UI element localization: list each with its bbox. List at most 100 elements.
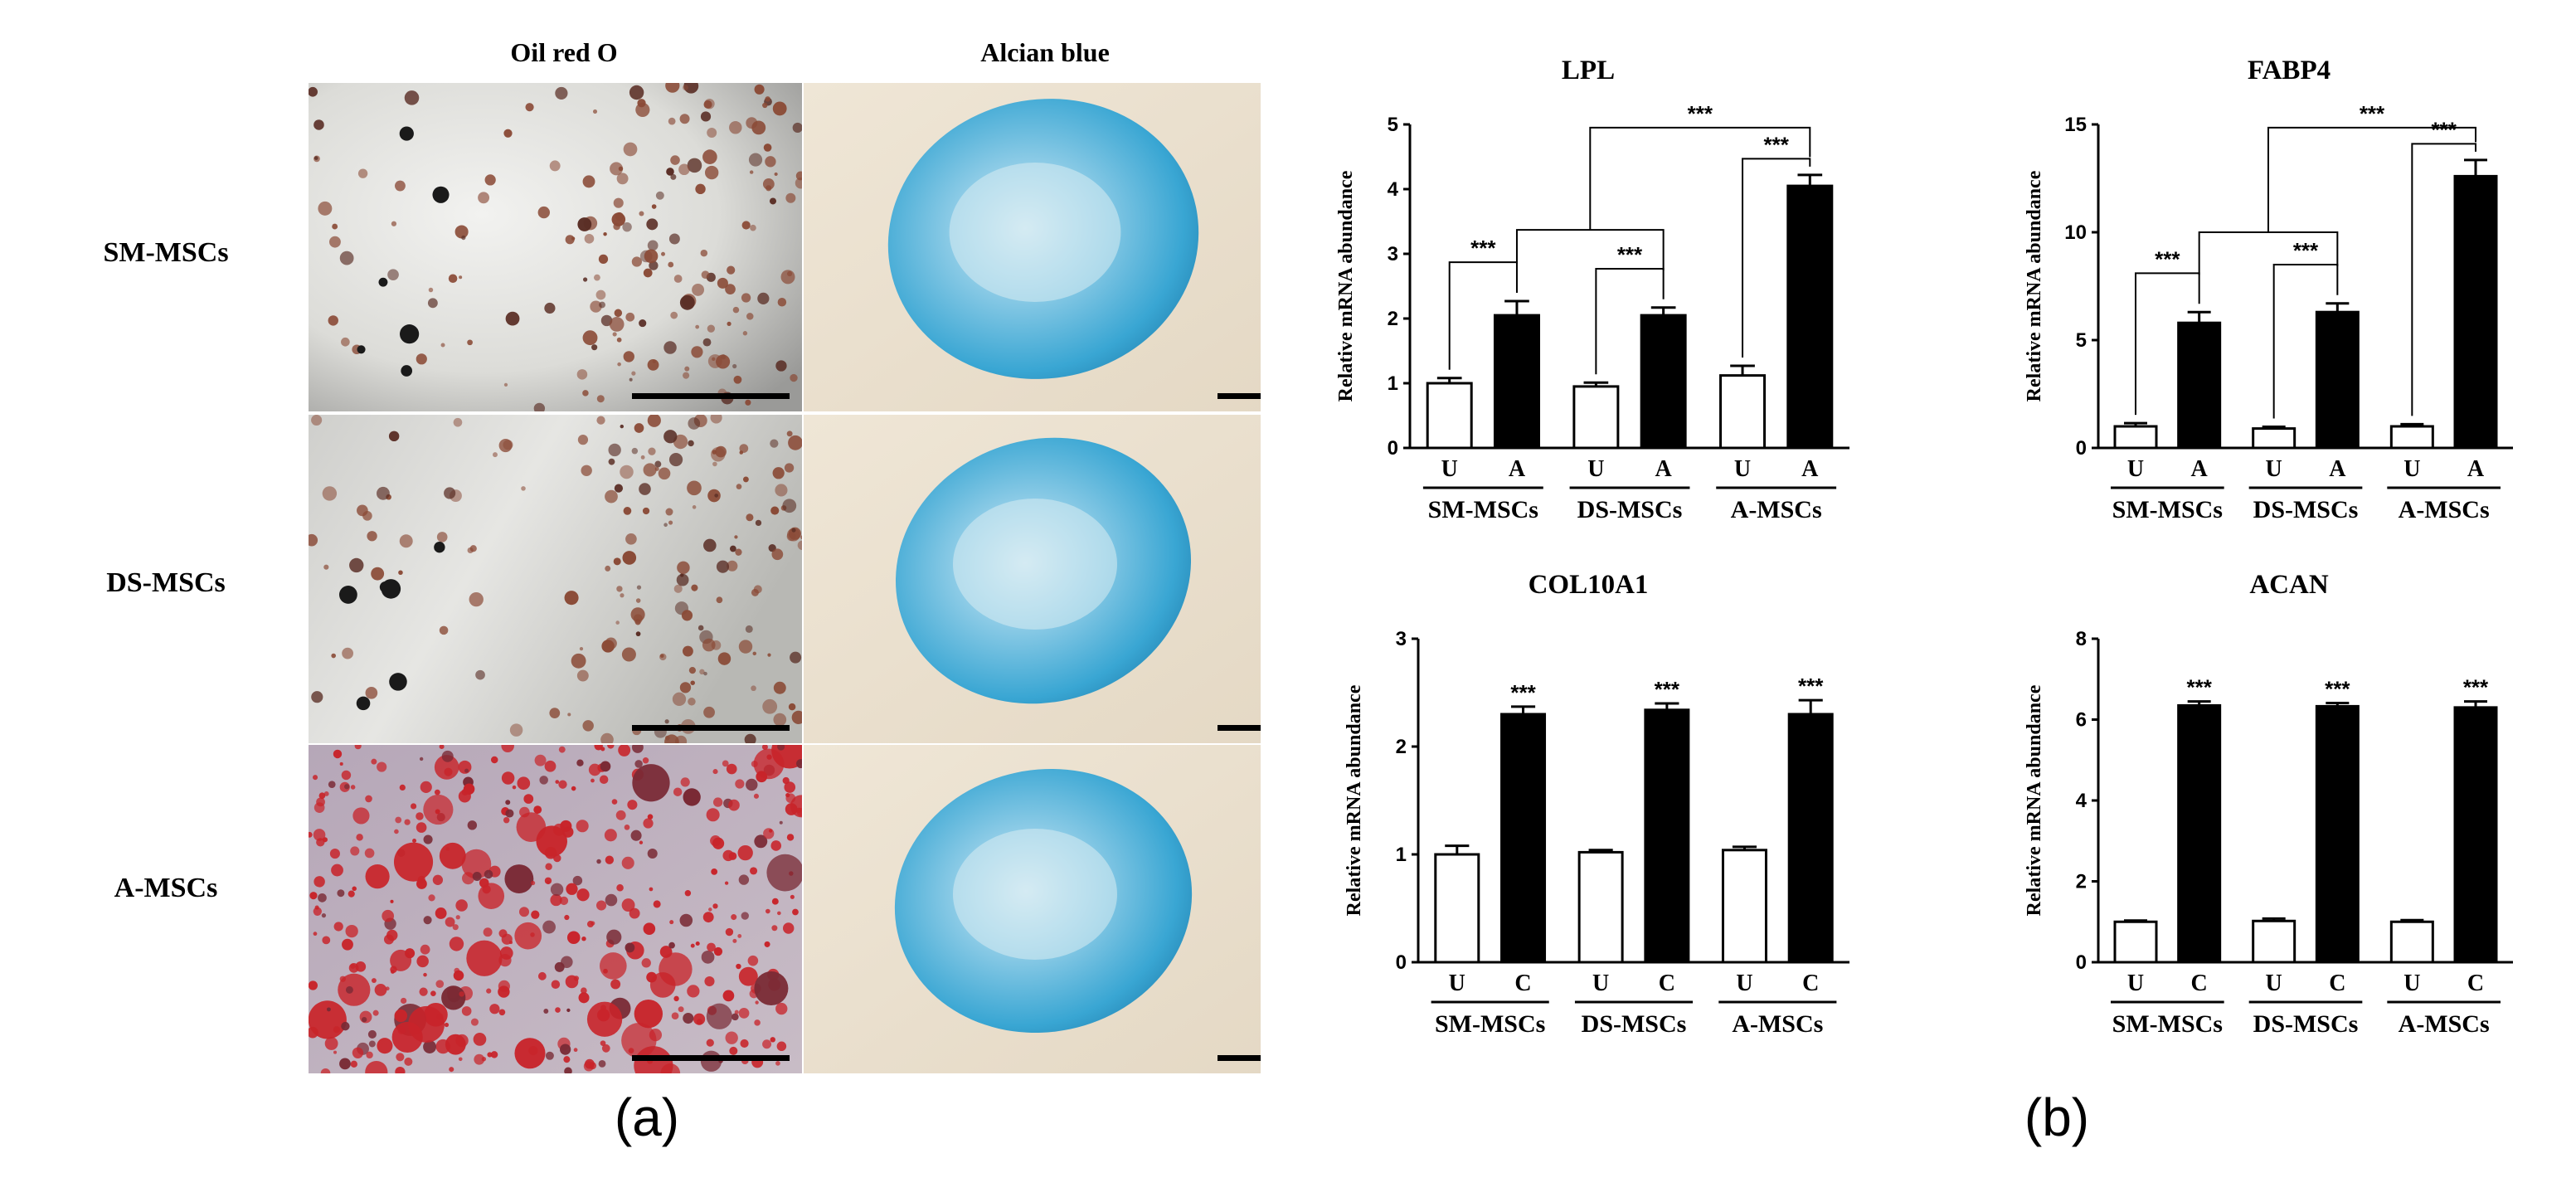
significance-marker: ***	[1688, 101, 1713, 126]
chart-col10a1: COL10A1 Relative mRNA abundance 0 1 2 3 U C U C U C…	[1344, 570, 1849, 1038]
chart-title: COL10A1	[1529, 570, 1649, 600]
y-tick-label: 0	[2076, 437, 2087, 460]
row-label-a-mscs: A-MSCs	[114, 873, 218, 903]
panel-b: LPL Relative mRNA abundance 0 1 2 3 4 5 U A U A U A SM…	[1327, 0, 2576, 1192]
scale-bar	[1218, 1055, 1261, 1061]
bar-induced	[1786, 184, 1834, 450]
bar-uninduced	[2252, 919, 2297, 964]
chart-acan: ACAN Relative mRNA abundance 0 2 4 6 8 U C U C U C SM…	[2024, 570, 2513, 1038]
significance-bracket	[1589, 126, 1811, 231]
x-tick-label: U	[2127, 971, 2144, 996]
bar-uninduced	[2389, 425, 2434, 450]
microscopy-grid	[309, 83, 1261, 1073]
scale-bar	[632, 393, 790, 399]
bar-induced	[1787, 713, 1834, 964]
oil-red-image-ds-mscs	[309, 415, 803, 743]
x-tick-label: A	[2191, 456, 2209, 482]
significance-bracket	[2272, 264, 2339, 419]
alcian-blue-image-ds-mscs	[803, 415, 1261, 743]
y-tick-label: 1	[1388, 372, 1398, 395]
x-tick-label: A	[1655, 456, 1673, 482]
y-tick-label: 2	[2076, 871, 2087, 893]
scale-bar	[632, 725, 790, 731]
y-axis-label: Relative mRNA abundance	[2024, 170, 2045, 401]
bar-uninduced	[1426, 382, 1473, 450]
significance-bracket	[1448, 261, 1518, 370]
significance-bracket	[2135, 272, 2200, 416]
bar-induced	[1644, 708, 1690, 964]
alcian-blue-image-a-mscs	[803, 745, 1261, 1073]
significance-bracket	[2267, 126, 2476, 232]
y-tick-label: 0	[1396, 951, 1407, 974]
group-label: SM-MSCs	[1435, 1010, 1545, 1038]
y-axis-label: Relative mRNA abundance	[1335, 170, 1357, 401]
significance-marker: ***	[2463, 675, 2489, 700]
x-tick-label: A	[2467, 456, 2485, 482]
bar-uninduced	[1572, 385, 1620, 450]
chart-title: LPL	[1562, 56, 1615, 85]
significance-marker: ***	[2186, 675, 2212, 700]
significance-bracket	[1742, 158, 1811, 358]
significance-marker: ***	[1510, 680, 1536, 705]
y-tick-label: 3	[1388, 243, 1398, 265]
oil-red-image-a-mscs	[309, 745, 803, 1073]
x-tick-label: U	[2403, 456, 2420, 482]
bar-uninduced	[1577, 850, 1624, 964]
x-tick-label: U	[1734, 456, 1751, 482]
x-tick-label: U	[2266, 971, 2282, 996]
chart-title: ACAN	[2249, 570, 2328, 600]
group-label: DS-MSCs	[1582, 1010, 1687, 1038]
chart-title: FABP4	[2248, 56, 2331, 85]
alcian-blue-image-sm-mscs	[803, 83, 1261, 411]
y-tick-label: 0	[2076, 951, 2087, 974]
x-tick-label: U	[1587, 456, 1604, 482]
x-tick-label: U	[1441, 456, 1458, 482]
x-tick-label: U	[1736, 971, 1752, 996]
x-tick-label: C	[2329, 971, 2345, 996]
significance-marker: ***	[1470, 236, 1496, 260]
significance-bracket	[1595, 267, 1665, 375]
bar-uninduced	[2113, 920, 2158, 964]
y-tick-label: 6	[2076, 709, 2087, 732]
bar-induced	[2453, 174, 2498, 450]
bar-uninduced	[2389, 920, 2434, 964]
y-tick-label: 4	[2076, 790, 2088, 812]
group-label: DS-MSCs	[2253, 1010, 2359, 1038]
significance-marker: ***	[1617, 242, 1643, 267]
x-tick-label: U	[1592, 971, 1609, 996]
significance-marker: ***	[1655, 677, 1680, 702]
y-tick-label: 15	[2064, 114, 2087, 136]
y-tick-label: 4	[1388, 178, 1399, 201]
group-label: A-MSCs	[1732, 1010, 1823, 1038]
bar-uninduced	[1721, 849, 1767, 964]
x-tick-label: C	[2467, 971, 2484, 996]
y-tick-label: 1	[1396, 844, 1407, 866]
bar-induced	[2177, 703, 2222, 964]
bar-induced	[2315, 704, 2360, 964]
bar-uninduced	[2252, 427, 2297, 450]
group-label: SM-MSCs	[1428, 496, 1538, 523]
x-tick-label: U	[2403, 971, 2420, 996]
bar-charts: LPL Relative mRNA abundance 0 1 2 3 4 5 U A U A U A SM…	[1335, 56, 2513, 1038]
x-tick-label: C	[1659, 971, 1675, 996]
y-axis-label: Relative mRNA abundance	[1344, 684, 1365, 916]
y-tick-label: 8	[2076, 628, 2087, 650]
group-label: A-MSCs	[2399, 1010, 2490, 1038]
x-tick-label: A	[1509, 456, 1526, 482]
y-tick-label: 0	[1388, 437, 1398, 460]
y-tick-label: 3	[1396, 628, 1407, 650]
significance-marker: ***	[2325, 677, 2350, 702]
y-tick-label: 10	[2064, 221, 2087, 244]
significance-marker: ***	[1763, 132, 1789, 157]
y-tick-label: 2	[1396, 736, 1407, 758]
group-label: DS-MSCs	[1577, 496, 1683, 523]
x-tick-label: U	[2266, 456, 2282, 482]
bar-induced	[1493, 314, 1540, 450]
significance-bracket	[2411, 143, 2476, 416]
y-axis-label: Relative mRNA abundance	[2024, 684, 2045, 916]
panel-a-label: (a)	[614, 1087, 680, 1147]
group-label: DS-MSCs	[2253, 496, 2359, 523]
bar-induced	[2315, 310, 2360, 450]
group-label: SM-MSCs	[2112, 496, 2223, 523]
